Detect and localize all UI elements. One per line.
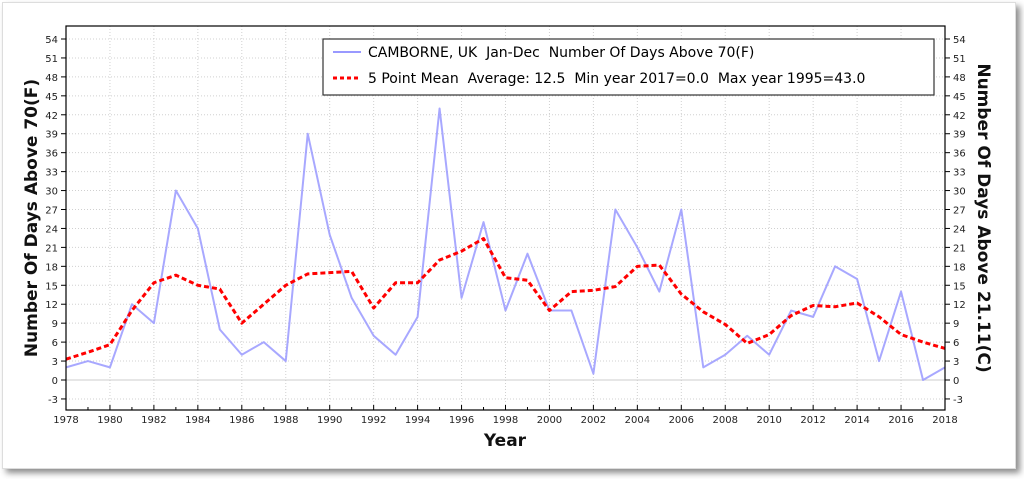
x-axis-title: Year bbox=[483, 431, 527, 451]
x-tick-label: 2006 bbox=[669, 415, 694, 426]
y-tick-label-left: -3 bbox=[48, 395, 58, 406]
x-tick-label: 1992 bbox=[361, 415, 386, 426]
y-tick-label-right: 45 bbox=[953, 92, 966, 103]
x-tick-label: 1998 bbox=[493, 415, 518, 426]
y-tick-label-left: 18 bbox=[45, 262, 58, 273]
y-tick-label-right: 36 bbox=[953, 149, 966, 160]
y-tick-label-right: 24 bbox=[953, 224, 966, 235]
y-tick-label-right: 6 bbox=[953, 338, 959, 349]
y-tick-label-left: 24 bbox=[45, 224, 58, 235]
legend-box bbox=[322, 38, 935, 96]
y-tick-label-left: 0 bbox=[52, 376, 58, 387]
legend: CAMBORNE, UK Jan-Dec Number Of Days Abov… bbox=[322, 38, 935, 96]
y-tick-label-right: 18 bbox=[953, 262, 966, 273]
y-tick-label-right: 51 bbox=[953, 54, 966, 65]
legend-label-series-1: CAMBORNE, UK Jan-Dec Number Of Days Abov… bbox=[368, 45, 754, 61]
x-tick-label: 1988 bbox=[273, 415, 298, 426]
x-tick-label: 1984 bbox=[185, 415, 210, 426]
y-tick-label-left: 12 bbox=[45, 300, 58, 311]
x-tick-label: 1986 bbox=[229, 415, 254, 426]
x-tick-label: 1982 bbox=[141, 415, 166, 426]
x-tick-label: 1990 bbox=[317, 415, 342, 426]
x-tick-label: 2008 bbox=[713, 415, 738, 426]
y-tick-label-left: 21 bbox=[45, 243, 58, 254]
y-tick-label-left: 33 bbox=[45, 168, 58, 179]
y-tick-label-left: 27 bbox=[45, 206, 58, 217]
x-tick-label: 2018 bbox=[932, 415, 957, 426]
y-tick-label-left: 42 bbox=[45, 111, 58, 122]
y-tick-label-left: 39 bbox=[45, 130, 58, 141]
y-tick-label-right: 15 bbox=[953, 281, 966, 292]
y-tick-label-left: 48 bbox=[45, 73, 58, 84]
y-tick-label-right: 39 bbox=[953, 130, 966, 141]
y-axis-title-right: Number Of Days Above 21.11(C) bbox=[973, 63, 993, 372]
y-tick-label-right: -3 bbox=[953, 395, 963, 406]
x-tick-label: 1980 bbox=[97, 415, 122, 426]
y-tick-label-right: 30 bbox=[953, 187, 966, 198]
y-tick-label-left: 15 bbox=[45, 281, 58, 292]
x-tick-label: 1996 bbox=[449, 415, 474, 426]
y-tick-label-left: 9 bbox=[52, 319, 58, 330]
y-tick-label-left: 51 bbox=[45, 54, 58, 65]
y-tick-label-right: 12 bbox=[953, 300, 966, 311]
x-tick-label: 2002 bbox=[581, 415, 606, 426]
y-tick-label-right: 21 bbox=[953, 243, 966, 254]
y-tick-label-left: 6 bbox=[52, 338, 58, 349]
y-tick-label-left: 45 bbox=[45, 92, 58, 103]
y-tick-label-right: 33 bbox=[953, 168, 966, 179]
y-tick-label-right: 42 bbox=[953, 111, 966, 122]
x-tick-label: 2004 bbox=[625, 415, 650, 426]
y-tick-label-right: 48 bbox=[953, 73, 966, 84]
y-tick-label-right: 0 bbox=[953, 376, 959, 387]
y-tick-label-right: 3 bbox=[953, 357, 959, 368]
y-tick-label-right: 9 bbox=[953, 319, 959, 330]
y-tick-label-left: 30 bbox=[45, 187, 58, 198]
series-line-5-point-mean bbox=[65, 237, 946, 361]
x-tick-label: 2010 bbox=[756, 415, 781, 426]
x-tick-label: 1978 bbox=[53, 415, 78, 426]
y-tick-label-left: 54 bbox=[45, 35, 58, 46]
y-tick-label-right: 27 bbox=[953, 206, 966, 217]
y-tick-label-left: 36 bbox=[45, 149, 58, 160]
x-tick-label: 2016 bbox=[888, 415, 913, 426]
y-tick-label-right: 54 bbox=[953, 35, 966, 46]
y-axis-title-left: Number Of Days Above 70(F) bbox=[22, 79, 42, 357]
x-tick-label: 1994 bbox=[405, 415, 430, 426]
x-tick-label: 2000 bbox=[537, 415, 562, 426]
y-tick-label-left: 3 bbox=[52, 357, 58, 368]
x-tick-label: 2014 bbox=[844, 415, 869, 426]
x-tick-label: 2012 bbox=[800, 415, 825, 426]
legend-label-series-2: 5 Point Mean Average: 12.5 Min year 2017… bbox=[368, 71, 865, 87]
